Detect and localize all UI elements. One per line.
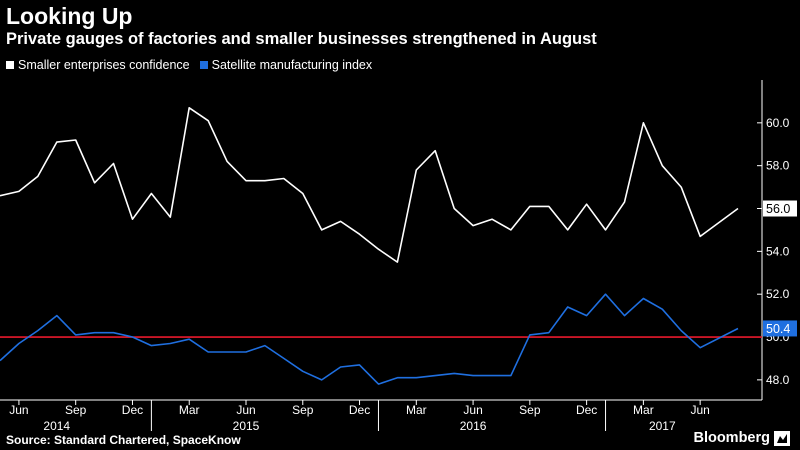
legend-swatch-satellite [199,61,208,69]
year-label: 2014 [43,419,70,433]
legend-item-smaller: Smaller enterprises confidence [6,58,190,72]
x-tick-label: Mar [406,403,427,417]
y-tick-label: 48.0 [766,373,790,387]
x-tick-label: Sep [65,403,87,417]
x-tick-label: Sep [292,403,314,417]
x-tick-label: Mar [179,403,200,417]
x-tick-label: Jun [690,403,709,417]
end-label-box-satellite [763,320,797,337]
x-tick-label: Jun [236,403,255,417]
x-tick-label: Dec [349,403,370,417]
source-note: Source: Standard Chartered, SpaceKnow [6,433,241,447]
series-line-satellite-index [0,293,739,385]
legend-item-satellite: Satellite manufacturing index [199,58,373,72]
chart-title: Looking Up [6,3,133,29]
chart-subtitle: Private gauges of factories and smaller … [6,30,597,48]
x-tick-label: Dec [576,403,597,417]
end-label-box-smaller [763,200,797,217]
year-label: 2015 [233,419,260,433]
y-tick-label: 52.0 [766,287,790,301]
x-tick-label: Dec [122,403,143,417]
y-tick-label: 54.0 [766,244,790,258]
x-tick-label: Mar [633,403,654,417]
x-tick-label: Jun [9,403,28,417]
y-tick-label: 60.0 [766,116,790,130]
end-label-smaller: 56.0 [766,202,790,216]
x-tick-label: Sep [519,403,541,417]
x-tick-label: Jun [463,403,482,417]
legend: Smaller enterprises confidence Satellite… [6,58,372,72]
legend-label-smaller: Smaller enterprises confidence [18,58,190,72]
legend-label-satellite: Satellite manufacturing index [211,58,373,72]
year-label: 2016 [460,419,487,433]
legend-swatch-smaller [6,61,14,69]
series-line-smaller-enterprises [0,107,739,263]
bloomberg-mark-icon [774,431,790,446]
bloomberg-logo: Bloomberg [693,430,770,446]
y-tick-label: 58.0 [766,159,790,173]
year-label: 2017 [649,419,676,433]
end-label-satellite: 50.4 [766,322,790,336]
